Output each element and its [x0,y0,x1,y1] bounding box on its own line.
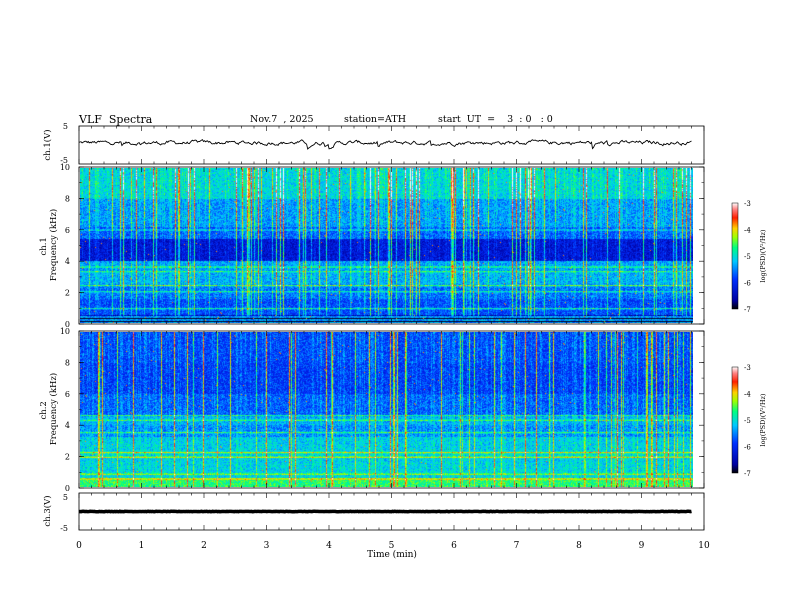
ch2-colorbar-scale [731,366,739,474]
x-tick-label: 8 [576,541,582,551]
ch1-spectrogram-ylabel: ch.1 Frequency (kHz) [39,209,59,281]
ch2-spectrogram-image [80,332,693,487]
x-tick-label: 4 [326,541,332,551]
ch3-ylabel: ch.3(V) [42,495,53,526]
ch1-ytick-top: 5 [63,122,68,131]
y-tick-label: 0 [65,484,70,493]
x-tick-label: 2 [201,541,207,551]
header-station: station=ATH [344,114,406,125]
x-axis: 0 1 2 3 4 5 6 7 8 9 10 [76,541,710,551]
ch2-spectrogram-panel: ch.2 Frequency (kHz) 0 2 4 6 8 10 -3 -4 -5 -6 -7 l… [39,327,767,493]
y-tick-label: 10 [60,163,70,172]
ch1-ytick-bottom: -5 [60,156,68,165]
x-tick-label: 1 [139,541,145,551]
ch1-colorbar-scale [731,202,739,310]
ch2-ylabel-line: ch.2 [39,401,49,419]
x-tick-label: 0 [76,541,82,551]
y-tick-label: 4 [65,257,70,266]
colorbar-tick-label: -7 [744,470,751,478]
ylabel-line: Frequency (kHz) [48,209,59,281]
ch2-spectrogram-ylabel: ch.2 Frequency (kHz) [39,373,59,445]
ch1-ylabel: ch.1(V) [42,129,53,160]
x-tick-label: 3 [264,541,270,551]
header-date: Nov.7 , 2025 [250,114,314,125]
colorbar-tick-label: -5 [744,253,751,261]
x-axis-label: Time (min) [367,549,417,560]
ch3-ytick-top: 5 [63,493,68,502]
header-start-ut: start UT = 3 : 0 : 0 [438,114,553,125]
y-tick-label: 10 [60,327,70,336]
colorbar-tick-label: -6 [744,280,751,288]
y-tick-label: 6 [65,226,70,235]
y-tick-label: 8 [65,194,70,203]
ch3-ytick-bottom: -5 [60,524,68,533]
y-tick-label: 0 [65,320,70,329]
colorbar-tick-label: -3 [744,364,751,372]
colorbar-tick-label: -6 [744,444,751,452]
ch2-colorbar: -3 -4 -5 -6 -7 log(PSD)(V²/Hz) [731,364,767,478]
ch1-spectrogram-image [80,168,693,323]
y-tick-label: 8 [65,358,70,367]
y-tick-label: 2 [65,289,70,298]
colorbar-tick-label: -4 [744,391,751,399]
colorbar-tick-label: -3 [744,200,751,208]
x-tick-label: 9 [639,541,645,551]
ch1-spectrogram-panel: ch.1 Frequency (kHz) 0 2 4 6 8 10 -3 -4 -5 -6 -7 l… [39,163,767,329]
figure-title: VLF Spectra [79,113,153,126]
x-tick-label: 7 [514,541,520,551]
ch1-colorbar: -3 -4 -5 -6 -7 log(PSD)(V²/Hz) [731,200,767,314]
colorbar-tick-label: -4 [744,227,751,235]
colorbar-tick-label: -5 [744,417,751,425]
ch1-waveform-line [78,139,692,150]
x-tick-label: 6 [451,541,457,551]
colorbar-label: log(PSD)(V²/Hz) [759,393,767,446]
ylabel-line: Frequency (kHz) [48,373,59,445]
y-tick-label: 6 [65,390,70,399]
x-tick-label: 5 [389,541,395,551]
x-tick-label: 10 [698,541,710,551]
ch1-ylabel-line: ch.1 [39,237,49,255]
y-tick-label: 2 [65,453,70,462]
colorbar-tick-label: -7 [744,306,751,314]
colorbar-label: log(PSD)(V²/Hz) [759,229,767,282]
y-tick-label: 4 [65,421,70,430]
